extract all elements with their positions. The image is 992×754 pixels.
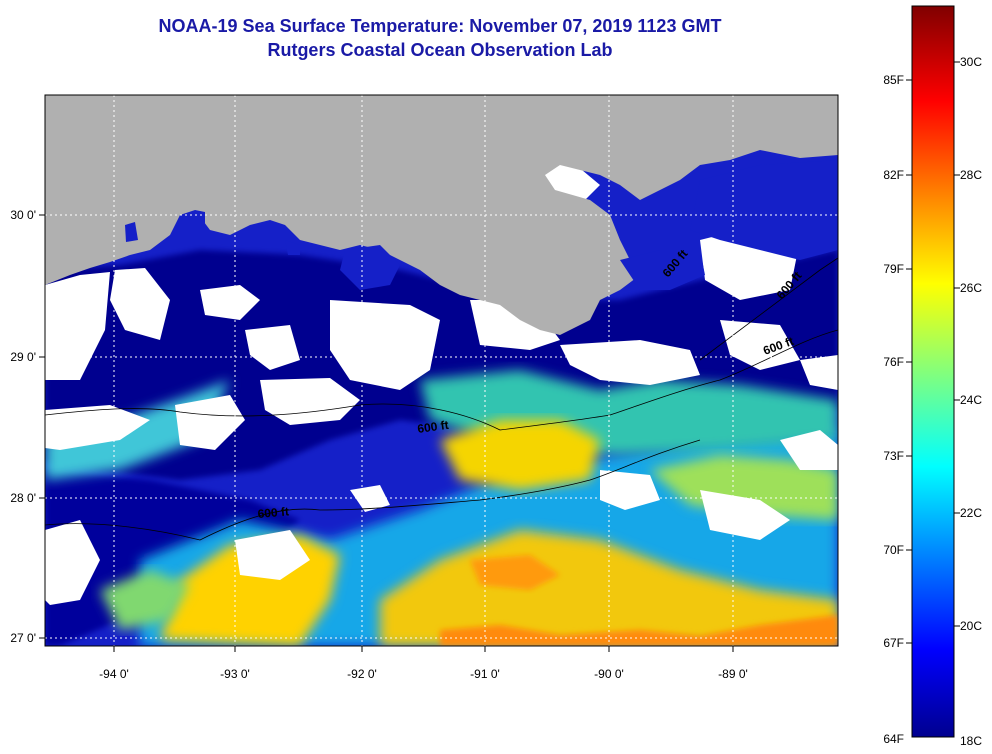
lat-label: 30 0' [10,208,36,222]
colorbar-f-label: 73F [883,449,904,463]
contour-label: 600 ft [416,418,449,436]
lat-label: 28 0' [10,491,36,505]
figure-title: NOAA-19 Sea Surface Temperature: Novembe… [158,16,722,36]
colorbar-c-label: 30C [960,55,982,69]
colorbar-f-label: 64F [883,732,904,746]
orange-hotspot-south [440,615,838,646]
colorbar-c-label: 24C [960,393,982,407]
depth-contours [45,257,838,541]
inland-water [125,160,838,290]
contour-label: 600 ft [257,504,289,521]
colorbar-c-label: 20C [960,619,982,633]
lon-label: -92 0' [347,667,377,681]
axis-ticks [39,214,734,652]
green-patch [650,455,838,520]
lon-label: -91 0' [470,667,500,681]
figure-subtitle: Rutgers Coastal Ocean Observation Lab [267,40,613,60]
lon-label: -93 0' [220,667,250,681]
orange-hotspot [470,555,560,590]
colorbar-c-label: 26C [960,281,982,295]
green-patch-west [100,570,190,630]
colorbar-f-label: 67F [883,636,904,650]
colorbar [911,5,955,738]
lon-label: -94 0' [99,667,129,681]
colorbar-f-label: 82F [883,168,904,182]
colorbar-ticks [906,61,960,644]
cloud-cover [45,160,838,605]
map-frame [44,94,839,647]
lon-label: -90 0' [594,667,624,681]
lat-label: 27 0' [10,631,36,645]
colorbar-f-label: 70F [883,543,904,557]
colorbar-f-label: 76F [883,355,904,369]
colorbar-f-label: 79F [883,262,904,276]
lat-label: 29 0' [10,350,36,364]
colorbar-c-label: 28C [960,168,982,182]
map-grid [45,95,838,646]
colorbar-c-label: 22C [960,506,982,520]
colorbar-f-label: 85F [883,73,904,87]
colorbar-c-label: 18C [960,734,982,748]
lon-label: -89 0' [718,667,748,681]
map-plot-area: 600 ft 600 ft 600 ft 600 ft 600 ft [45,95,838,646]
warm-water-center [440,420,600,490]
